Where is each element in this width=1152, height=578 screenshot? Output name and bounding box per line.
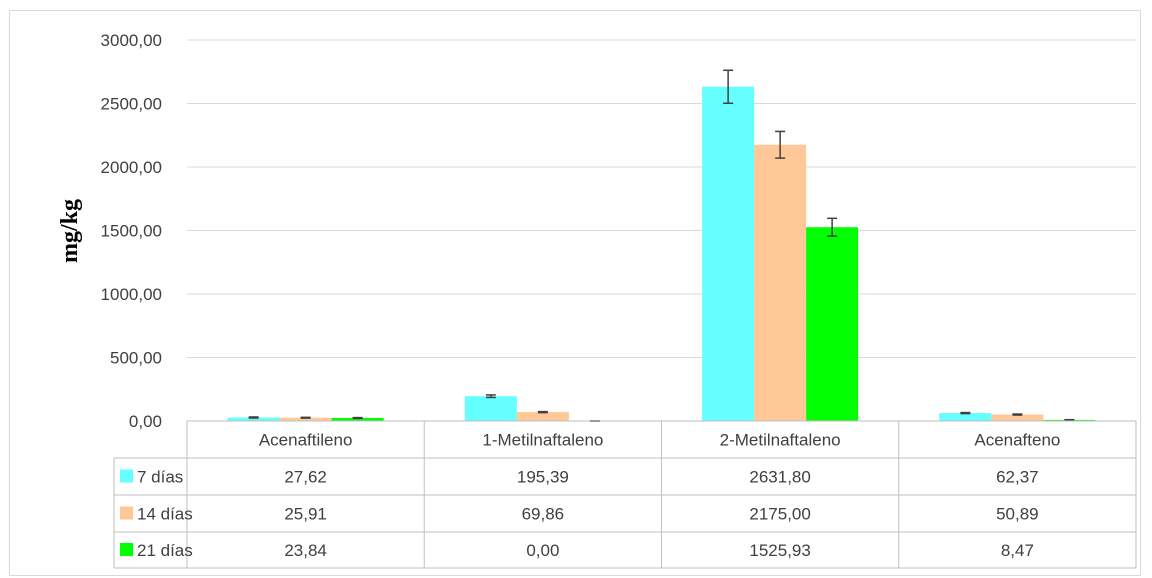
- bar: [516, 412, 569, 421]
- data-label: 8,47: [1001, 541, 1034, 560]
- x-tick-label: Acenaftileno: [259, 431, 353, 450]
- bar: [279, 417, 332, 421]
- bar: [702, 86, 755, 421]
- data-label: 1525,93: [749, 541, 810, 560]
- y-tick-label: 3000,00: [101, 31, 162, 50]
- bar: [939, 413, 992, 421]
- bar: [806, 227, 859, 421]
- data-label: 69,86: [522, 505, 565, 524]
- legend-swatch: [120, 469, 133, 483]
- data-label: 195,39: [517, 468, 569, 487]
- legend-label: 14 días: [137, 505, 193, 524]
- data-label: 2631,80: [749, 468, 810, 487]
- data-label: 50,89: [996, 505, 1039, 524]
- data-label: 27,62: [284, 468, 327, 487]
- x-tick-label: Acenafteno: [974, 431, 1060, 450]
- legend-label: 7 días: [137, 468, 183, 487]
- data-label: 62,37: [996, 468, 1039, 487]
- bar: [464, 396, 517, 421]
- legend-label: 21 días: [137, 541, 193, 560]
- x-tick-label: 1-Metilnaftaleno: [482, 431, 603, 450]
- bar: [754, 144, 807, 421]
- data-label: 0,00: [526, 541, 559, 560]
- y-tick-label: 0,00: [129, 412, 162, 431]
- x-tick-label: 2-Metilnaftaleno: [720, 431, 841, 450]
- y-tick-label: 1000,00: [101, 285, 162, 304]
- legend-swatch: [120, 543, 133, 556]
- data-label: 2175,00: [749, 505, 810, 524]
- y-tick-label: 2000,00: [101, 158, 162, 177]
- chart-frame: [9, 10, 1141, 576]
- bar: [331, 417, 384, 421]
- y-tick-label: 2500,00: [101, 95, 162, 114]
- y-tick-label: 1500,00: [101, 222, 162, 241]
- y-axis-label: mg/kg: [57, 199, 83, 263]
- y-tick-label: 500,00: [110, 349, 162, 368]
- data-label: 25,91: [284, 505, 327, 524]
- bar: [227, 417, 280, 421]
- bar: [991, 414, 1044, 421]
- legend-swatch: [120, 506, 133, 520]
- data-label: 23,84: [284, 541, 327, 560]
